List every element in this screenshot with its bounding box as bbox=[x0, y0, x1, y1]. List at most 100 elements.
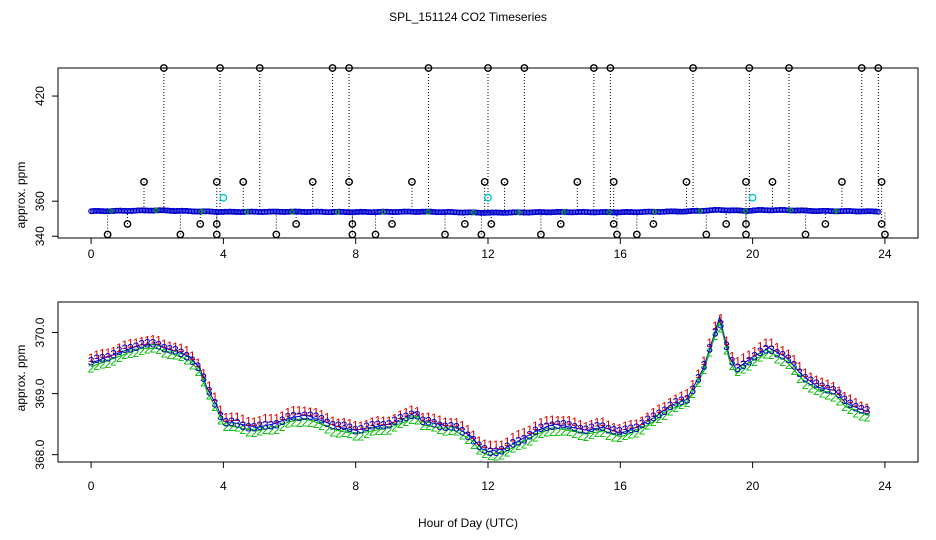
series-marker-3: 3 bbox=[166, 343, 173, 357]
spike-point bbox=[838, 178, 846, 186]
series-marker-2: 2 bbox=[611, 431, 618, 445]
series-marker-1: 1 bbox=[352, 419, 359, 433]
series-marker-2: 2 bbox=[695, 376, 702, 390]
series-marker-3: 3 bbox=[436, 419, 443, 433]
series-marker-3: 3 bbox=[768, 343, 775, 357]
series-marker-3: 3 bbox=[318, 413, 325, 427]
series-marker-3: 3 bbox=[734, 361, 741, 375]
series-marker-3: 3 bbox=[358, 423, 365, 437]
spike-point bbox=[477, 230, 486, 239]
series-marker-1: 1 bbox=[701, 354, 708, 368]
series-marker-3: 3 bbox=[577, 423, 584, 437]
top-y-tick-label: 340 bbox=[33, 226, 47, 246]
series-marker-3: 3 bbox=[718, 317, 725, 331]
series-marker-3: 3 bbox=[807, 374, 814, 388]
series-marker-2: 2 bbox=[375, 424, 382, 438]
series-marker-3: 3 bbox=[245, 421, 252, 435]
series-marker-2: 2 bbox=[459, 428, 466, 442]
series-marker-2: 2 bbox=[262, 423, 269, 437]
series-marker-1: 1 bbox=[605, 418, 612, 432]
spike-point bbox=[573, 178, 582, 186]
spike-point bbox=[140, 178, 148, 186]
series-marker-3: 3 bbox=[644, 413, 651, 427]
series-marker-1: 1 bbox=[712, 319, 719, 333]
series-marker-2: 2 bbox=[746, 359, 753, 373]
series-marker-1: 1 bbox=[852, 396, 859, 410]
series-marker-2: 2 bbox=[448, 424, 455, 438]
series-marker-1: 1 bbox=[341, 416, 348, 430]
series-marker-3: 3 bbox=[701, 359, 708, 373]
series-marker-3: 3 bbox=[526, 429, 533, 443]
spike-point bbox=[689, 64, 697, 72]
series-marker-3: 3 bbox=[251, 420, 258, 434]
series-marker-1: 1 bbox=[346, 416, 353, 430]
series-marker-3: 3 bbox=[363, 420, 370, 434]
series-marker-3: 3 bbox=[504, 440, 511, 454]
series-marker-3: 3 bbox=[419, 414, 426, 428]
series-marker-1: 1 bbox=[273, 411, 280, 425]
highlight-point bbox=[219, 193, 228, 202]
series-marker-1: 1 bbox=[285, 405, 292, 419]
series-marker-1: 1 bbox=[577, 418, 584, 432]
spike-point bbox=[255, 64, 264, 72]
series-marker-3: 3 bbox=[566, 418, 573, 432]
spike-point bbox=[722, 220, 731, 228]
series-marker-2: 2 bbox=[155, 343, 162, 357]
series-marker-2: 2 bbox=[864, 410, 871, 424]
series-marker-2: 2 bbox=[363, 427, 370, 441]
series-marker-2: 2 bbox=[723, 344, 730, 358]
series-marker-1: 1 bbox=[234, 410, 241, 424]
series-marker-1: 1 bbox=[307, 405, 314, 419]
bottom-y-tick-label: 370.0 bbox=[33, 317, 47, 347]
series-marker-2: 2 bbox=[774, 352, 781, 366]
series-marker-2: 2 bbox=[678, 398, 685, 412]
series-marker-2: 2 bbox=[352, 430, 359, 444]
series-marker-3: 3 bbox=[740, 358, 747, 372]
series-marker-2: 2 bbox=[330, 425, 337, 439]
series-marker-1: 1 bbox=[166, 339, 173, 353]
series-marker-3: 3 bbox=[240, 419, 247, 433]
series-marker-1: 1 bbox=[768, 336, 775, 350]
series-marker-1: 1 bbox=[183, 344, 190, 358]
series-marker-3: 3 bbox=[791, 358, 798, 372]
series-marker-2: 2 bbox=[335, 426, 342, 440]
series-marker-1: 1 bbox=[807, 370, 814, 384]
top-y-tick-label: 360 bbox=[33, 191, 47, 211]
series-marker-3: 3 bbox=[751, 350, 758, 364]
spike-point bbox=[702, 230, 711, 239]
spike-point bbox=[212, 220, 221, 228]
series-marker-2: 2 bbox=[650, 415, 657, 429]
series-marker-1: 1 bbox=[93, 348, 100, 362]
baseline-accent-point bbox=[833, 208, 839, 214]
series-marker-3: 3 bbox=[594, 420, 601, 434]
series-marker-1: 1 bbox=[189, 349, 196, 363]
x-axis-label: Hour of Day (UTC) bbox=[417, 516, 518, 530]
bottom-x-tick-label: 20 bbox=[746, 479, 760, 493]
series-marker-1: 1 bbox=[746, 348, 753, 362]
series-marker-3: 3 bbox=[684, 392, 691, 406]
spike-point bbox=[328, 64, 337, 72]
series-marker-3: 3 bbox=[127, 341, 134, 355]
series-marker-3: 3 bbox=[836, 387, 843, 401]
series-marker-3: 3 bbox=[195, 360, 202, 374]
series-marker-1: 1 bbox=[116, 341, 123, 355]
series-marker-1: 1 bbox=[397, 408, 404, 422]
series-marker-1: 1 bbox=[251, 415, 258, 429]
spike-point bbox=[606, 64, 615, 72]
series-marker-1: 1 bbox=[419, 411, 426, 425]
series-marker-1: 1 bbox=[678, 389, 685, 403]
series-marker-3: 3 bbox=[172, 344, 179, 358]
series-marker-3: 3 bbox=[262, 418, 269, 432]
series-marker-2: 2 bbox=[386, 424, 393, 438]
series-marker-1: 1 bbox=[313, 406, 320, 420]
series-marker-1: 1 bbox=[178, 341, 185, 355]
series-marker-2: 2 bbox=[661, 409, 668, 423]
series-marker-3: 3 bbox=[133, 340, 140, 354]
series-marker-2: 2 bbox=[341, 426, 348, 440]
series-marker-2: 2 bbox=[442, 424, 449, 438]
spike-point bbox=[500, 178, 509, 186]
series-marker-2: 2 bbox=[110, 354, 117, 368]
spike-point bbox=[556, 220, 565, 228]
series-marker-2: 2 bbox=[464, 433, 471, 447]
top-x-tick-label: 20 bbox=[746, 247, 760, 261]
